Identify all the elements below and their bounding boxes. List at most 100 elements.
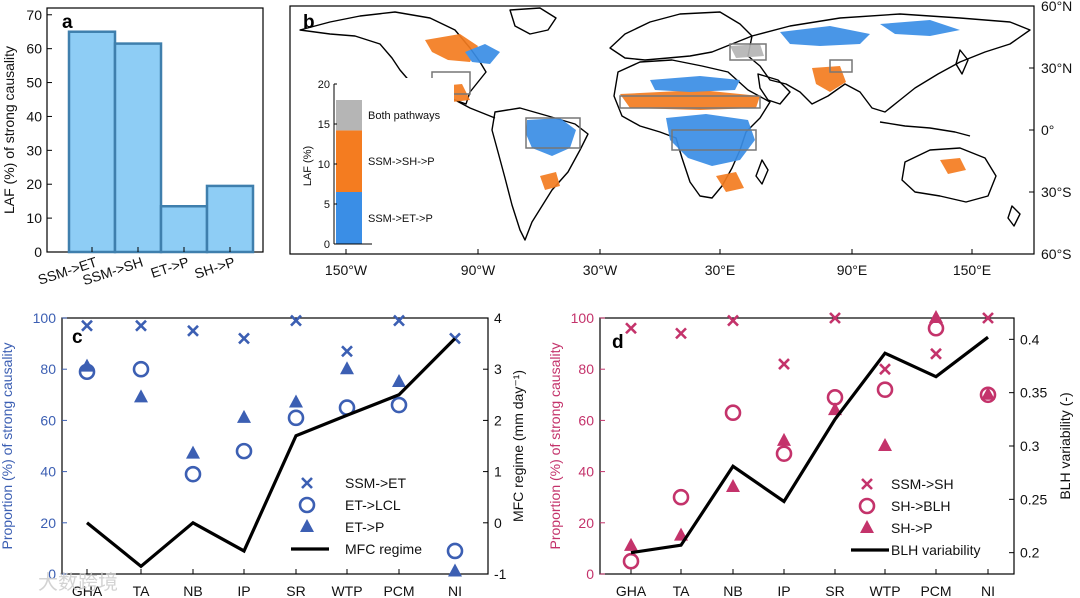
region-box-amazon: [525, 117, 581, 149]
point-SH->BLH-GHA: [622, 552, 640, 570]
bar-SH->P: [205, 184, 255, 254]
right-y-tick-label: -1: [494, 566, 507, 582]
y-tick-label: 10: [26, 210, 42, 226]
point-SSM->ET-SR: [290, 314, 302, 327]
y-tick-label: 50: [26, 75, 42, 91]
inset-y-label: LAF (%): [302, 146, 314, 186]
left-y-tick-label: 100: [571, 310, 595, 326]
inset-segment: [336, 192, 362, 244]
inset-segment-label: SSM->ET->P: [368, 213, 433, 225]
point-ET->LCL-NI: [446, 542, 464, 560]
panel-d-content: 0 20 40 60 80 100 0.2 0.25 0.3 0.35 0.4 GHA TA NB IP SR…: [571, 310, 1047, 598]
left-y-tick-label: 40: [40, 464, 56, 480]
y-tick-label: 60: [26, 41, 42, 57]
left-y-tick-label: 60: [40, 412, 56, 428]
inset-segment: [336, 100, 362, 131]
right-y-tick-label: 0.35: [1020, 385, 1047, 401]
continent-south-america: [491, 107, 589, 241]
patch-orange-sa: [540, 172, 560, 190]
legend-label: SH->P: [891, 520, 933, 536]
right-y-tick-label: 3: [494, 361, 502, 377]
left-y-tick-label: 0: [48, 566, 56, 582]
region-box-tp: [829, 59, 853, 73]
point-SH->P-NI: [981, 386, 995, 400]
point-ET->LCL-SR: [287, 409, 305, 427]
point-ET->P-WTP: [340, 361, 354, 375]
map-x-tick-label: 150°W: [325, 262, 368, 278]
inset-y-ticks: 0 5 10 15 20: [318, 79, 372, 251]
inset-segment-label: SSM->SH->P: [368, 156, 435, 168]
legend-label: ET->LCL: [345, 497, 401, 513]
inset-segment-label: Both pathways: [368, 110, 441, 122]
bar-SSM->SH: [113, 42, 163, 254]
panel-b-x-ticks: 150°W 90°W 30°W 30°E 90°E 150°E: [325, 249, 991, 278]
point-SSM->SH-NI: [982, 312, 994, 324]
point-SH->P-NB: [726, 478, 740, 492]
panel-c-content: 0 20 40 60 80 100 -1 0 1 2 3 4 GHA TA NB IP SR WTP PCM NI SS…: [33, 310, 507, 598]
legend-swatch-SSM->ET: [301, 477, 313, 489]
point-ET->P-SR: [289, 394, 303, 408]
x-tick-label: WTP: [331, 583, 362, 598]
right-y-tick-label: 4: [494, 310, 502, 326]
legend-swatch-SSM->SH: [861, 478, 873, 490]
patch-orange-australia: [940, 158, 966, 174]
point-ET->LCL-TA: [132, 360, 150, 378]
patch-orange-sahel: [620, 90, 760, 110]
x-tick-label: TA: [133, 583, 151, 598]
panel-a-bars: [67, 30, 255, 254]
map-y-tick-label: 60°N: [1041, 0, 1072, 14]
point-ET->P-GHA: [80, 358, 94, 372]
panel-d-axes-box: [599, 317, 1015, 575]
panel-a-y-ticks: 0 10 20 30 40 50 60 70: [26, 7, 52, 260]
point-SH->BLH-TA: [672, 488, 690, 506]
point-SSM->SH-SR: [829, 312, 841, 324]
inset-y-tick-label: 0: [324, 239, 330, 251]
point-SH->P-PCM: [929, 310, 943, 323]
indonesia: [879, 121, 971, 137]
point-SH->P-WTP: [878, 438, 892, 451]
right-y-tick-label: 0.4: [1020, 331, 1040, 347]
x-tick-label: IP: [237, 583, 250, 598]
legend-swatch-ET->P: [300, 519, 314, 532]
greenland: [509, 7, 557, 35]
point-ET->LCL-IP: [235, 442, 253, 460]
y-tick-label: 20: [26, 176, 42, 192]
x-tick-label: IP: [777, 583, 790, 598]
watermark: 大数跨境: [38, 571, 118, 594]
panel-b: 150°W 90°W 30°W 30°E 90°E 150°E 60°N 30°N 0° 30°…: [289, 0, 1072, 278]
legend-label: BLH variability: [891, 542, 980, 558]
map-y-tick-label: 30°S: [1041, 184, 1072, 200]
legend-label: ET->P: [345, 519, 384, 535]
point-SH->BLH-PCM: [927, 319, 945, 337]
panel-b-y-ticks: 60°N 30°N 0° 30°S 60°S: [1029, 0, 1072, 262]
x-tick-label: NB: [183, 583, 202, 598]
continent-asia: [747, 13, 1031, 113]
patch-blue-siberia: [880, 20, 960, 36]
point-ET->P-NB: [186, 445, 200, 459]
point-SH->P-IP: [777, 432, 791, 446]
series-line-BLH variability: [630, 335, 989, 555]
point-SSM->ET-IP: [238, 332, 250, 345]
x-tick-label: TA: [673, 583, 691, 598]
x-tick-label: SH->P: [192, 254, 237, 282]
inset-y-tick-label: 10: [318, 159, 330, 171]
x-tick-label: SR: [825, 583, 844, 598]
map-y-tick-label: 30°N: [1041, 60, 1072, 76]
x-tick-label: PCM: [383, 583, 414, 598]
point-ET->P-PCM: [392, 374, 406, 387]
right-y-tick-label: 0.2: [1020, 545, 1040, 561]
patch-blue-na: [465, 44, 500, 64]
legend-swatch-SH->BLH: [858, 497, 876, 515]
left-y-tick-label: 60: [578, 412, 594, 428]
point-SH->BLH-NB: [724, 404, 742, 422]
continent-australia: [901, 147, 997, 203]
panel-a-letter: a: [62, 12, 73, 33]
point-ET->P-TA: [134, 389, 148, 403]
legend-swatch-SH->P: [860, 520, 874, 533]
y-tick-label: 70: [26, 7, 42, 23]
new-zealand: [1007, 205, 1021, 227]
region-boxes: [431, 43, 853, 151]
series-line-MFC regime: [85, 337, 457, 569]
central-america: [454, 99, 496, 119]
